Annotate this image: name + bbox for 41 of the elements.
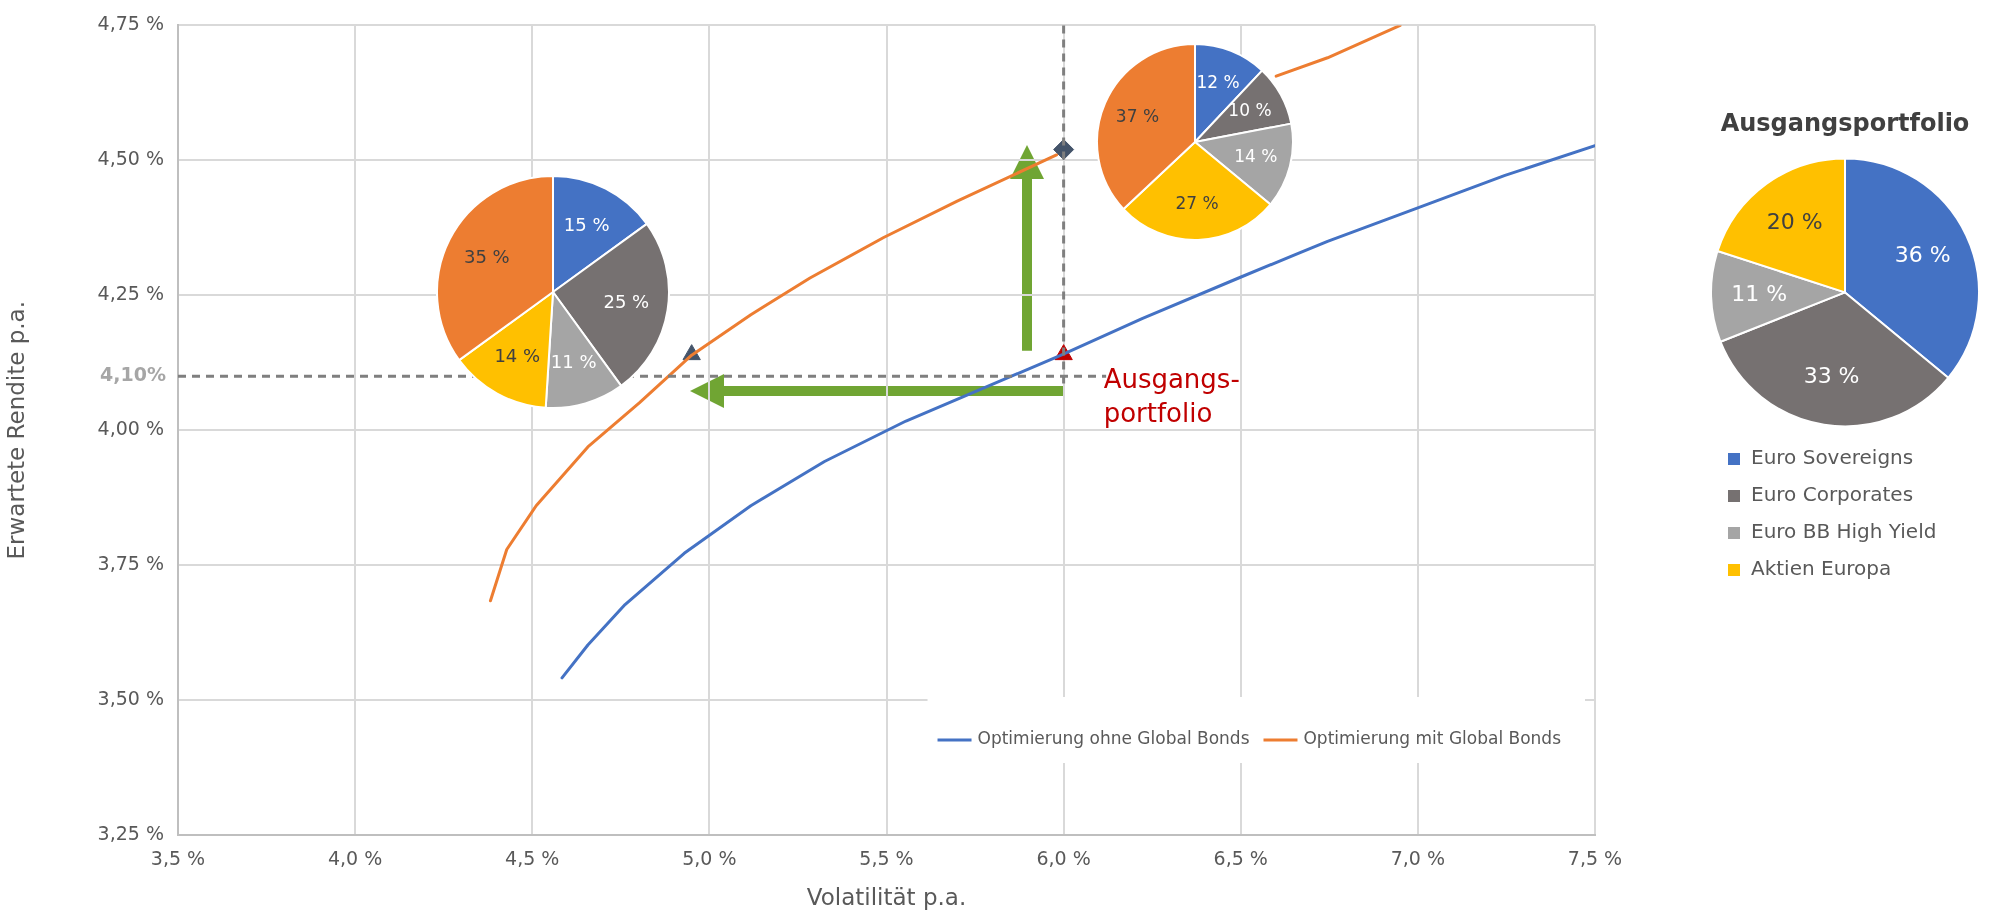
y-tick-label: 4,50 % <box>97 147 164 170</box>
data-label: 36 % <box>1894 241 1951 267</box>
x-tick-label: 7,0 % <box>1390 847 1446 870</box>
data-label: 27 % <box>1175 193 1219 214</box>
legend-label: Aktien Europa <box>1751 556 1892 581</box>
x-tick-label: 5,5 % <box>859 847 914 870</box>
y-tick-label: 4,00 % <box>97 417 164 440</box>
ref-line-label: 4,10% <box>100 363 166 386</box>
x-tick-label: 4,0 % <box>327 847 383 870</box>
data-label: 11 % <box>550 350 597 372</box>
x-tick-label: 5,0 % <box>682 847 737 870</box>
x-tick-label: 4,5 % <box>505 847 560 870</box>
y-axis-title: Erwartete Rendite p.a. <box>2 300 29 560</box>
data-label: 33 % <box>1803 362 1860 388</box>
data-label: 11 % <box>1731 280 1788 306</box>
x-tick-label: 6,5 % <box>1213 847 1268 870</box>
data-label: 37 % <box>1115 105 1160 126</box>
y-tick-label: 4,75 % <box>97 12 164 35</box>
x-tick-label: 6,0 % <box>1036 847 1091 870</box>
y-tick-label: 3,50 % <box>97 687 164 709</box>
data-label: 20 % <box>1766 208 1823 234</box>
chart-title: Ausgangsportfolio <box>1720 108 1970 137</box>
x-axis-title: Volatilität p.a. <box>806 884 967 911</box>
legend-label: Optimierung mit Global Bonds <box>1303 728 1562 749</box>
data-label: 15 % <box>563 213 610 235</box>
data-label: 10 % <box>1228 100 1272 121</box>
legend-label: Euro Corporates <box>1751 482 1914 507</box>
data-label: 14 % <box>1234 146 1278 167</box>
legend-label: Euro Sovereigns <box>1751 445 1914 470</box>
y-tick-label: 3,75 % <box>97 552 164 575</box>
annotation: Ausgangs- portfolio <box>1103 364 1240 429</box>
data-label: 25 % <box>603 291 650 313</box>
data-label: 12 % <box>1196 72 1240 93</box>
y-tick-label: 4,25 % <box>97 282 164 305</box>
data-label: 35 % <box>463 245 510 267</box>
data-label: 14 % <box>494 344 541 366</box>
x-tick-label: 3,5 % <box>150 847 206 870</box>
legend-label: Euro BB High Yield <box>1751 519 1937 544</box>
legend-label: Optimierung ohne Global Bonds <box>977 728 1250 749</box>
y-tick-label: 3,25 % <box>97 821 164 844</box>
x-tick-label: 7,5 % <box>1567 847 1623 870</box>
